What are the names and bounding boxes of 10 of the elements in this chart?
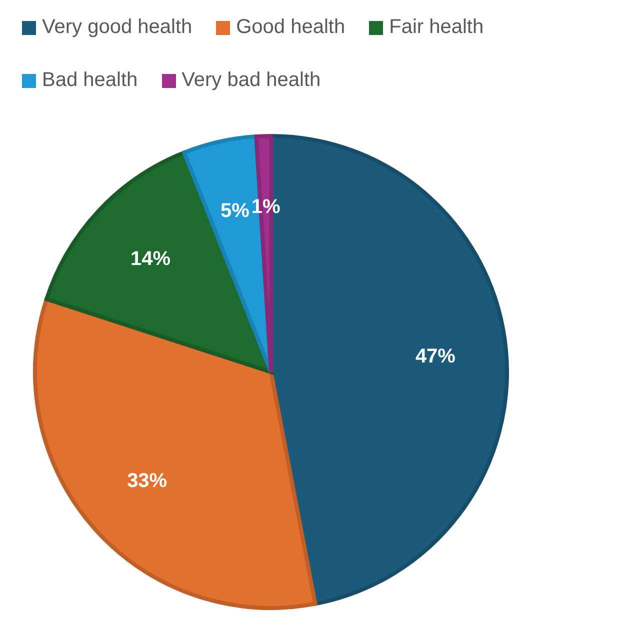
legend-label: Fair health [389, 16, 484, 39]
data-label: 14% [130, 248, 171, 270]
data-label: 5% [220, 200, 250, 222]
data-label: 33% [127, 470, 168, 492]
legend-label: Bad health [42, 69, 138, 92]
legend-label: Very bad health [182, 69, 321, 92]
data-label: 1% [251, 196, 280, 218]
legend-label: Good health [236, 16, 346, 39]
legend-label: Very good health [42, 16, 192, 39]
data-label: 47% [415, 345, 456, 368]
